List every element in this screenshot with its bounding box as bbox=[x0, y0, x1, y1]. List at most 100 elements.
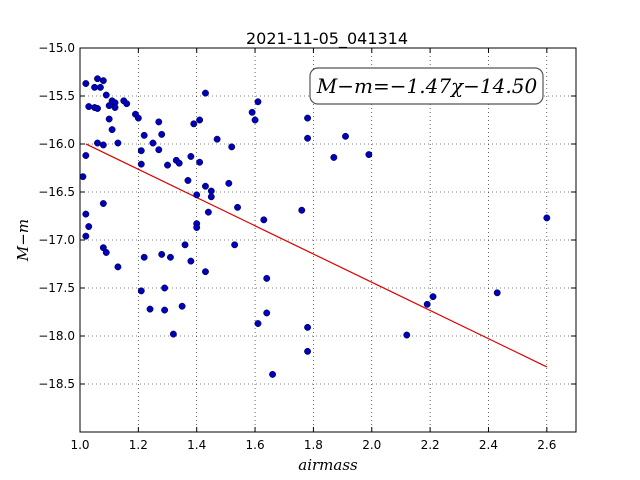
annotation-text: M−m=−1.47χ−14.50 bbox=[316, 74, 538, 98]
data-point bbox=[155, 118, 163, 126]
data-point bbox=[263, 274, 271, 282]
x-tick-label: 2.2 bbox=[421, 438, 440, 452]
data-point bbox=[202, 268, 209, 276]
data-point bbox=[99, 77, 107, 85]
data-point bbox=[196, 158, 204, 166]
data-point bbox=[330, 153, 338, 161]
data-point bbox=[137, 287, 145, 295]
data-point bbox=[169, 330, 177, 338]
data-point bbox=[231, 241, 239, 249]
data-point bbox=[114, 139, 122, 147]
y-tick-label: −18.0 bbox=[38, 329, 75, 343]
y-tick-label: −17.0 bbox=[38, 233, 75, 247]
data-point bbox=[137, 147, 145, 155]
data-point bbox=[166, 253, 174, 261]
data-point bbox=[304, 114, 312, 122]
data-point bbox=[161, 284, 169, 292]
x-tick-label: 2.0 bbox=[362, 438, 381, 452]
data-point bbox=[94, 139, 101, 147]
data-point bbox=[96, 83, 104, 91]
data-point bbox=[111, 104, 119, 111]
data-point bbox=[108, 126, 116, 134]
data-point bbox=[429, 293, 437, 301]
x-tick-label: 1.2 bbox=[129, 438, 148, 452]
data-point bbox=[94, 75, 101, 83]
data-point bbox=[178, 302, 186, 310]
grid bbox=[79, 47, 576, 432]
data-point bbox=[187, 153, 195, 160]
data-point bbox=[260, 216, 268, 224]
data-point bbox=[207, 193, 215, 201]
data-point bbox=[82, 152, 90, 159]
data-point bbox=[158, 130, 166, 138]
data-point bbox=[137, 160, 145, 168]
x-tick-label: 1.8 bbox=[304, 438, 323, 452]
x-axis-label: airmass bbox=[298, 456, 358, 474]
data-point bbox=[99, 200, 107, 207]
data-point bbox=[234, 203, 242, 211]
data-point bbox=[269, 370, 277, 378]
data-point bbox=[102, 249, 110, 256]
data-point bbox=[263, 309, 271, 317]
x-tick-label: 2.4 bbox=[479, 438, 498, 452]
data-point bbox=[181, 241, 189, 249]
data-point bbox=[196, 116, 204, 124]
y-tick-label: −16.5 bbox=[38, 185, 75, 199]
data-point bbox=[225, 179, 233, 187]
data-point bbox=[82, 232, 90, 240]
data-point bbox=[202, 182, 209, 190]
data-point bbox=[102, 91, 110, 99]
data-point bbox=[204, 208, 212, 216]
data-point bbox=[365, 151, 373, 159]
y-axis-ticks: −15.0 −15.5 −16.0 −16.5 −17.0 −17.5 −18.0 −18.5 bbox=[38, 41, 576, 391]
data-point bbox=[146, 305, 154, 313]
data-point bbox=[82, 210, 90, 218]
data-point bbox=[99, 141, 107, 149]
data-point bbox=[140, 131, 148, 139]
data-point bbox=[403, 331, 411, 339]
x-tick-label: 1.4 bbox=[187, 438, 206, 452]
data-point bbox=[161, 306, 169, 314]
y-tick-label: −16.0 bbox=[38, 137, 75, 151]
data-point bbox=[193, 224, 201, 231]
data-point bbox=[184, 177, 192, 184]
x-tick-label: 2.6 bbox=[537, 438, 556, 452]
data-point bbox=[140, 253, 148, 261]
data-point bbox=[82, 80, 90, 87]
data-point bbox=[114, 263, 122, 271]
data-point bbox=[94, 105, 101, 112]
fit-line bbox=[85, 143, 548, 368]
y-tick-label: −18.5 bbox=[38, 377, 75, 391]
data-point bbox=[342, 132, 349, 140]
data-point bbox=[149, 139, 157, 147]
data-point bbox=[543, 214, 551, 222]
data-point bbox=[79, 173, 87, 181]
chart-title: 2021-11-05_041314 bbox=[246, 29, 408, 49]
data-point bbox=[190, 120, 198, 128]
data-point bbox=[304, 347, 312, 355]
data-point bbox=[91, 83, 99, 91]
data-point bbox=[134, 114, 142, 122]
fit-line-group bbox=[85, 143, 548, 368]
annotation-box bbox=[309, 67, 544, 105]
data-point bbox=[207, 187, 215, 195]
data-point bbox=[123, 100, 131, 108]
data-point bbox=[202, 89, 209, 97]
data-point bbox=[85, 103, 93, 111]
data-point bbox=[85, 223, 93, 231]
data-point bbox=[213, 135, 221, 143]
data-point bbox=[298, 206, 306, 214]
y-tick-label: −17.5 bbox=[38, 281, 75, 295]
y-tick-label: −15.0 bbox=[38, 41, 75, 55]
data-point bbox=[304, 134, 312, 142]
data-point bbox=[164, 161, 171, 169]
y-axis-label: M−m bbox=[14, 219, 32, 262]
data-point bbox=[248, 108, 256, 116]
data-point bbox=[493, 289, 501, 297]
data-point bbox=[254, 320, 262, 327]
data-point bbox=[193, 191, 201, 199]
y-tick-label: −15.5 bbox=[38, 89, 75, 103]
data-points bbox=[79, 75, 551, 378]
data-point bbox=[251, 116, 259, 124]
